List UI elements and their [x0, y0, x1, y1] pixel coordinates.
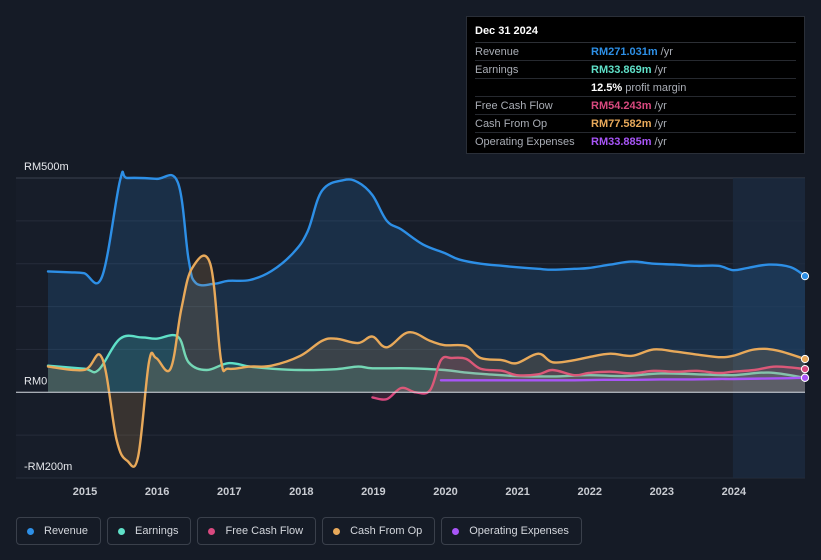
- tooltip-row-unit: /yr: [654, 63, 667, 76]
- revenue-end-marker: [800, 272, 810, 281]
- legend-label: Free Cash Flow: [225, 525, 304, 537]
- tooltip-row-unit: profit margin: [625, 81, 687, 94]
- series-layer: [46, 170, 807, 468]
- earnings-line: [46, 333, 807, 379]
- legend-dot-icon: [27, 527, 34, 535]
- tooltip-row: Free Cash Flow RM54.243m/yr: [475, 97, 796, 115]
- legend-label: Revenue: [44, 525, 89, 537]
- legend-item-cash-from-op[interactable]: Cash From Op: [322, 517, 436, 545]
- earnings-area: [48, 335, 805, 393]
- tooltip-row-value: RM33.885m: [591, 135, 652, 148]
- tooltip-row-unit: /yr: [660, 45, 673, 58]
- legend-dot-icon: [452, 527, 460, 535]
- tooltip-row: Revenue RM271.031m/yr: [475, 43, 796, 61]
- x-axis-tick-label: 2017: [217, 486, 241, 498]
- x-axis-tick-label: 2018: [289, 486, 313, 498]
- x-axis-tick-label: 2024: [722, 486, 747, 498]
- x-axis-labels: 2015 2016 2017 2018 2019 2020 2021 2022 2023 2024: [73, 486, 747, 498]
- x-axis-tick-label: 2015: [73, 486, 97, 498]
- legend-item-free-cash-flow[interactable]: Free Cash Flow: [197, 517, 317, 545]
- y-axis-labels: RM500m RM0 -RM200m: [24, 161, 72, 473]
- operating-expenses-line: [439, 376, 807, 382]
- legend-label: Cash From Op: [350, 525, 423, 537]
- legend-dot-icon: [333, 527, 341, 535]
- forecast-highlight-band: [732, 178, 805, 478]
- x-axis-tick-label: 2019: [361, 486, 385, 498]
- legend: Revenue Earnings Free Cash Flow Cash From O…: [16, 517, 582, 545]
- free-cash-flow-line: [371, 355, 807, 401]
- legend-label: Operating Expenses: [469, 525, 569, 537]
- tooltip-row: Cash From Op RM77.582m/yr: [475, 115, 796, 133]
- tooltip-panel: Dec 31 2024 Revenue RM271.031m/yr Earnings…: [466, 16, 805, 154]
- legend-item-revenue[interactable]: Revenue: [16, 517, 102, 545]
- tooltip-row: Earnings RM33.869m/yr: [475, 61, 796, 79]
- cash-from-op-area: [48, 255, 805, 467]
- cash-from-op-line: [46, 254, 807, 468]
- x-axis-tick-label: 2020: [433, 486, 457, 498]
- grid-lines: [16, 177, 805, 479]
- tooltip-row-value: RM77.582m: [591, 117, 652, 130]
- tooltip-row-label: Revenue: [475, 45, 520, 58]
- tooltip-row-unit: /yr: [654, 117, 667, 130]
- tooltip-row-value: RM54.243m: [591, 99, 652, 112]
- tooltip-row-label: Free Cash Flow: [475, 99, 553, 112]
- plot-background: [16, 178, 805, 478]
- operating-expenses-end-marker: [800, 373, 810, 382]
- y-axis-label: RM0: [24, 375, 47, 387]
- legend-dot-icon: [118, 527, 126, 535]
- tooltip-row-label: Cash From Op: [475, 117, 548, 130]
- x-axis-tick-label: 2021: [505, 486, 529, 498]
- tooltip-row-unit: /yr: [654, 135, 667, 148]
- legend-dot-icon: [208, 527, 216, 535]
- tooltip-row: 12.5% profit margin: [475, 79, 796, 97]
- tooltip-row-label: Operating Expenses: [475, 135, 575, 148]
- y-axis-label: -RM200m: [24, 461, 72, 473]
- legend-item-operating-expenses[interactable]: Operating Expenses: [441, 517, 582, 545]
- revenue-line: [46, 170, 807, 287]
- revenue-area: [48, 171, 805, 393]
- x-axis-tick-label: 2023: [650, 486, 674, 498]
- y-axis-label: RM500m: [24, 161, 69, 173]
- tooltip-row-unit: /yr: [654, 99, 667, 112]
- x-axis-tick-label: 2022: [577, 486, 601, 498]
- tooltip-row: Operating Expenses RM33.885m/yr: [475, 133, 796, 150]
- tooltip-row-value: RM33.869m: [591, 63, 652, 76]
- x-axis-tick-label: 2016: [145, 486, 169, 498]
- tooltip-row-value: 12.5%: [591, 81, 623, 94]
- legend-item-earnings[interactable]: Earnings: [107, 517, 192, 545]
- end-markers: [800, 272, 810, 382]
- legend-label: Earnings: [135, 525, 179, 537]
- free-cash-flow-area: [372, 356, 805, 400]
- free-cash-flow-end-marker: [800, 364, 810, 374]
- tooltip-row-value: RM271.031m: [591, 45, 658, 58]
- tooltip-date: Dec 31 2024: [475, 25, 796, 43]
- tooltip-row-label: Earnings: [475, 63, 519, 76]
- cash-from-op-end-marker: [800, 354, 810, 364]
- tooltip-rows: Revenue RM271.031m/yr Earnings RM33.869m/yr…: [475, 43, 796, 150]
